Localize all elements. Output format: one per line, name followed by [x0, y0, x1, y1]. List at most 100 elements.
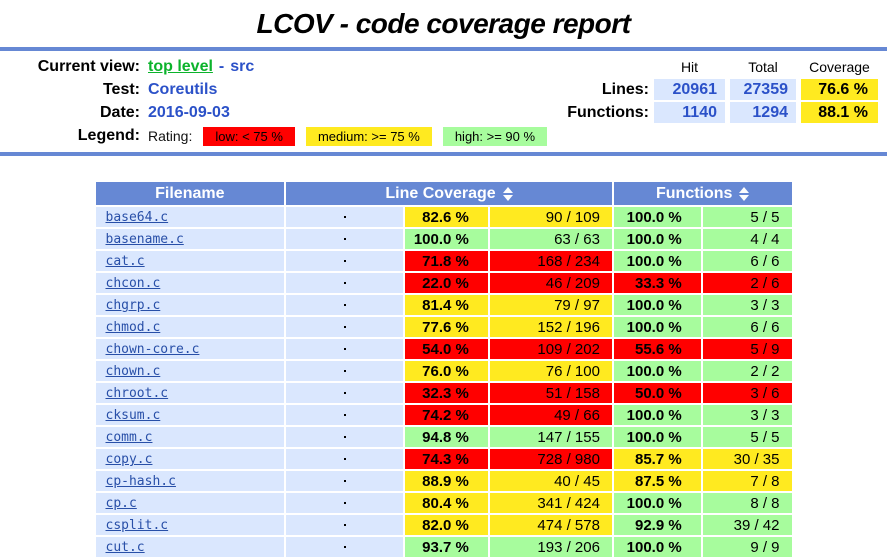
file-link[interactable]: chown.c: [105, 364, 161, 379]
line-ratio-cell: 46 / 209: [489, 273, 612, 293]
func-percent-cell: 55.6 %: [613, 339, 701, 359]
line-percent-cell: 93.7 %: [405, 537, 488, 557]
legend-row: Legend: Rating: low: < 75 % medium: >= 7…: [8, 125, 567, 147]
func-ratio-cell: 9 / 9: [702, 537, 792, 557]
file-table-body: base64.c 82.6 % 90 / 109 100.0 % 5 / 5 b…: [95, 207, 792, 557]
coverage-bar-cell: [286, 449, 404, 469]
file-link[interactable]: cp-hash.c: [105, 474, 176, 489]
current-page-name: src: [230, 58, 255, 75]
coverage-bar-cell: [286, 383, 404, 403]
line-ratio-cell: 51 / 158: [489, 383, 612, 403]
summary-col-hit: Hit: [680, 59, 699, 75]
file-link[interactable]: csplit.c: [105, 518, 169, 533]
coverage-bar: [343, 391, 346, 394]
func-ratio-cell: 8 / 8: [702, 493, 792, 513]
table-row: comm.c 94.8 % 147 / 155 100.0 % 5 / 5: [95, 427, 792, 447]
func-ratio-cell: 7 / 8: [702, 471, 792, 491]
coverage-bar: [343, 501, 346, 504]
file-link[interactable]: chown-core.c: [105, 342, 200, 357]
file-link[interactable]: comm.c: [105, 430, 153, 445]
line-percent-cell: 94.8 %: [405, 427, 488, 447]
line-ratio-cell: 168 / 234: [489, 251, 612, 271]
line-ratio-cell: 152 / 196: [489, 317, 612, 337]
func-ratio-cell: 30 / 35: [702, 449, 792, 469]
file-cell: chown-core.c: [95, 339, 285, 359]
top-level-link[interactable]: top level: [148, 58, 213, 75]
column-header-filename[interactable]: Filename: [95, 182, 285, 205]
coverage-bar: [343, 523, 346, 526]
coverage-bar-cell: [286, 295, 404, 315]
file-link[interactable]: chroot.c: [105, 386, 169, 401]
functions-header-label: Functions: [656, 184, 733, 202]
column-header-functions[interactable]: Functions: [613, 182, 792, 205]
file-cell: cat.c: [95, 251, 285, 271]
file-cell: chgrp.c: [95, 295, 285, 315]
header-info-section: Current view: top level - src Test: Core…: [0, 51, 887, 152]
file-link[interactable]: chcon.c: [105, 276, 161, 291]
line-percent-cell: 80.4 %: [405, 493, 488, 513]
line-percent-cell: 32.3 %: [405, 383, 488, 403]
func-percent-cell: 100.0 %: [613, 207, 701, 227]
func-percent-cell: 50.0 %: [613, 383, 701, 403]
summary-lines-coverage: 76.6 %: [801, 79, 878, 100]
current-view-label: Current view:: [37, 58, 140, 75]
line-ratio-cell: 109 / 202: [489, 339, 612, 359]
func-percent-cell: 100.0 %: [613, 317, 701, 337]
coverage-bar-cell: [286, 339, 404, 359]
line-percent-cell: 88.9 %: [405, 471, 488, 491]
func-percent-cell: 100.0 %: [613, 229, 701, 249]
file-link[interactable]: cat.c: [105, 254, 145, 269]
line-percent-cell: 74.2 %: [405, 405, 488, 425]
summary-functions-label: Functions:: [567, 104, 649, 121]
file-link[interactable]: chmod.c: [105, 320, 161, 335]
legend-medium-badge: medium: >= 75 %: [305, 126, 432, 146]
file-link[interactable]: copy.c: [105, 452, 153, 467]
line-ratio-cell: 90 / 109: [489, 207, 612, 227]
table-row: chmod.c 77.6 % 152 / 196 100.0 % 6 / 6: [95, 317, 792, 337]
func-percent-cell: 85.7 %: [613, 449, 701, 469]
file-link[interactable]: cp.c: [105, 496, 137, 511]
line-ratio-cell: 49 / 66: [489, 405, 612, 425]
file-cell: cp.c: [95, 493, 285, 513]
func-percent-cell: 100.0 %: [613, 405, 701, 425]
summary-col-coverage: Coverage: [809, 59, 870, 75]
legend-label: Legend:: [77, 127, 140, 144]
summary-corner-spacer: [567, 57, 649, 77]
test-row: Test: Coreutils: [8, 79, 567, 101]
coverage-bar: [343, 325, 346, 328]
func-ratio-cell: 3 / 6: [702, 383, 792, 403]
coverage-bar: [343, 347, 346, 350]
table-row: chown-core.c 54.0 % 109 / 202 55.6 % 5 /…: [95, 339, 792, 359]
file-link[interactable]: chgrp.c: [105, 298, 161, 313]
func-ratio-cell: 3 / 3: [702, 405, 792, 425]
file-link[interactable]: cksum.c: [105, 408, 161, 423]
func-ratio-cell: 3 / 3: [702, 295, 792, 315]
file-cell: comm.c: [95, 427, 285, 447]
func-percent-cell: 100.0 %: [613, 537, 701, 557]
line-ratio-cell: 193 / 206: [489, 537, 612, 557]
line-coverage-sort-icon[interactable]: [502, 186, 513, 201]
file-cell: basename.c: [95, 229, 285, 249]
file-link[interactable]: base64.c: [105, 210, 169, 225]
file-table: Filename Line Coverage Functions: [94, 180, 794, 559]
page-title: LCOV - code coverage report: [256, 8, 631, 39]
column-header-line-coverage[interactable]: Line Coverage: [286, 182, 612, 205]
coverage-bar-cell: [286, 317, 404, 337]
coverage-bar-cell: [286, 361, 404, 381]
coverage-bar-cell: [286, 405, 404, 425]
table-row: cksum.c 74.2 % 49 / 66 100.0 % 3 / 3: [95, 405, 792, 425]
line-ratio-cell: 147 / 155: [489, 427, 612, 447]
summary-lines-label: Lines:: [601, 81, 649, 98]
table-row: csplit.c 82.0 % 474 / 578 92.9 % 39 / 42: [95, 515, 792, 535]
line-coverage-header-label: Line Coverage: [385, 184, 496, 202]
func-ratio-cell: 5 / 5: [702, 427, 792, 447]
coverage-bar: [343, 281, 346, 284]
file-link[interactable]: basename.c: [105, 232, 184, 247]
coverage-bar: [343, 237, 346, 240]
coverage-bar: [343, 303, 346, 306]
current-view-value: top level - src: [148, 58, 254, 76]
line-percent-cell: 81.4 %: [405, 295, 488, 315]
file-link[interactable]: cut.c: [105, 540, 145, 555]
functions-sort-icon[interactable]: [739, 186, 750, 201]
line-ratio-cell: 40 / 45: [489, 471, 612, 491]
